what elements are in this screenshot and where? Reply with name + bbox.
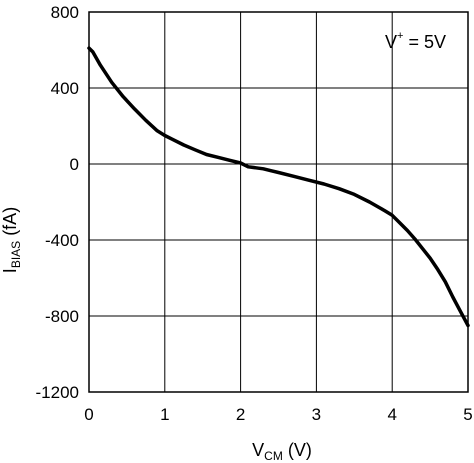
x-tick-label: 3 <box>312 405 321 424</box>
y-axis-title-unit: (fA) <box>0 207 20 241</box>
supply-voltage-annotation: V+ = 5V <box>385 30 446 52</box>
x-tick-label: 5 <box>463 405 472 424</box>
y-tick-label: -800 <box>45 307 79 326</box>
curve-layer <box>87 46 470 328</box>
x-axis-title-main: V <box>252 440 264 460</box>
y-tick-labels: 800 400 0 -400 -800 -1200 <box>36 3 79 402</box>
y-tick-label: 0 <box>70 155 79 174</box>
y-tick-label: -400 <box>45 231 79 250</box>
x-tick-label: 2 <box>236 405 245 424</box>
y-axis-title: IBIAS (fA) <box>0 207 23 273</box>
grid <box>88 11 469 393</box>
x-tick-label: 1 <box>160 405 169 424</box>
x-tick-label: 0 <box>84 405 93 424</box>
y-axis-title-main: I <box>0 268 20 273</box>
annotation-sup: + <box>397 30 403 42</box>
bias-current-curve <box>87 46 470 328</box>
annotation-main: V <box>385 32 397 52</box>
x-axis-title: VCM (V) <box>252 440 312 463</box>
y-tick-label: -1200 <box>36 383 79 402</box>
y-axis-title-sub: BIAS <box>9 241 23 268</box>
y-tick-label: 800 <box>51 3 79 22</box>
x-axis-title-unit: (V) <box>283 440 312 460</box>
y-tick-label: 400 <box>51 79 79 98</box>
annotation-rest: = 5V <box>403 32 446 52</box>
x-tick-labels: 0 1 2 3 4 5 <box>84 405 472 424</box>
x-axis-title-sub: CM <box>264 449 283 463</box>
plot-frame <box>88 11 469 393</box>
x-tick-label: 4 <box>387 405 396 424</box>
